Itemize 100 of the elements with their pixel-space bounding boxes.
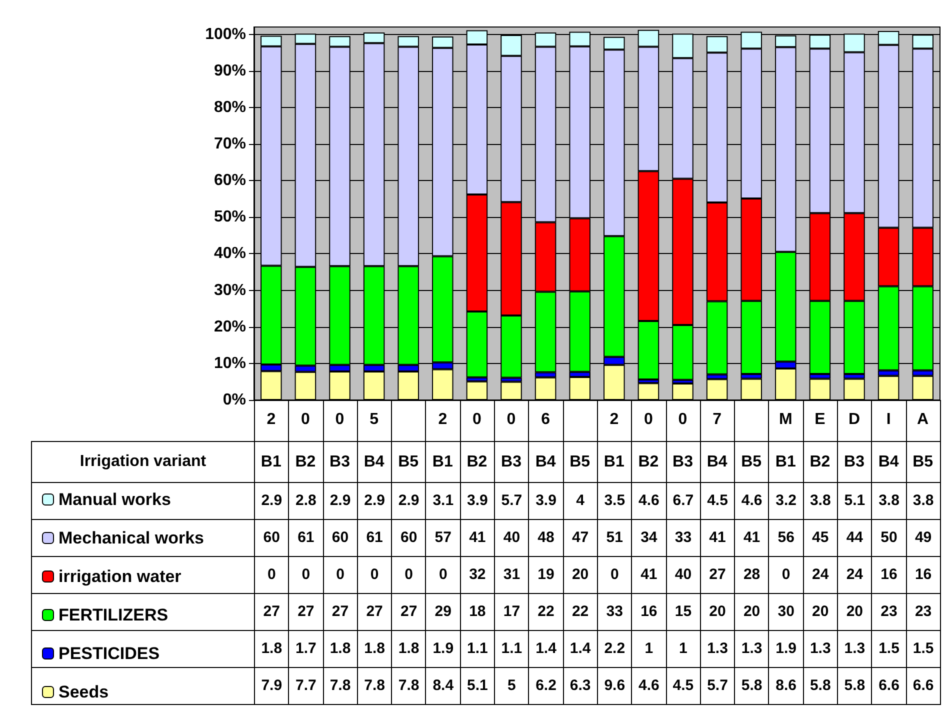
data-label: 61 — [288, 519, 324, 556]
data-label: 1 — [666, 630, 700, 667]
data-label: 1.5 — [872, 630, 906, 667]
data-label: 60 — [323, 519, 358, 556]
data-label: 1.7 — [288, 630, 324, 667]
legend-label: PESTICIDES — [58, 644, 160, 663]
text: 2 0 0 6 — [438, 411, 550, 428]
data-label: 3.5 — [597, 482, 632, 519]
data-label: 1 — [632, 630, 666, 667]
legend-label: Manual works — [58, 490, 171, 509]
data-label: 1.4 — [528, 630, 564, 667]
data-label: 1.8 — [254, 630, 289, 667]
data-label: 4.5 — [666, 667, 700, 704]
data-label: 5.7 — [700, 667, 735, 704]
x-tick-label: B2 — [638, 454, 659, 470]
data-label: 6.2 — [528, 667, 564, 704]
data-label: 27 — [700, 556, 735, 593]
data-label: 44 — [838, 519, 872, 556]
data-label: 47 — [563, 519, 598, 556]
data-label: 45 — [803, 519, 838, 556]
data-label: 57 — [426, 519, 460, 556]
data-label: 6.3 — [563, 667, 598, 704]
x-tick-label: B5 — [741, 454, 762, 470]
data-label: 49 — [906, 519, 940, 556]
data-label: 23 — [906, 593, 940, 630]
data-label: 1.3 — [734, 630, 769, 667]
text: 2 0 0 7 — [610, 411, 722, 428]
x-tick-label: B3 — [501, 454, 522, 470]
data-label: 27 — [357, 593, 392, 630]
data-label: 40 — [494, 519, 529, 556]
x-tick-label: B4 — [364, 454, 384, 470]
legend-label: FERTILIZERS — [58, 606, 168, 624]
data-label: 33 — [597, 593, 632, 630]
text: M E D I A — [778, 411, 929, 428]
data-label: 20 — [563, 556, 598, 593]
legend-label: irrigation water — [58, 567, 182, 586]
y-tick-label: 90% — [214, 62, 246, 80]
data-label: 8.4 — [426, 667, 460, 704]
data-label: 16 — [906, 556, 940, 593]
x-tick-label: B5 — [570, 454, 590, 470]
data-label: 1.8 — [323, 630, 358, 667]
data-label: 18 — [460, 593, 495, 630]
x-tick-label: B3 — [672, 454, 694, 470]
data-label: 3.8 — [872, 482, 906, 519]
x-tick-label: B1 — [604, 454, 624, 470]
data-label: 0 — [254, 556, 289, 593]
data-label: 1.4 — [563, 630, 598, 667]
data-label: 1.8 — [392, 630, 426, 667]
legend-label: Mechanical works — [58, 528, 204, 548]
data-label: 0 — [768, 556, 804, 593]
x-tick-label: B1 — [432, 454, 453, 470]
data-label: 7.8 — [357, 667, 392, 704]
data-label: 3.1 — [426, 482, 460, 519]
data-label: 24 — [838, 556, 872, 593]
data-label: 22 — [563, 593, 598, 630]
data-label: 1.5 — [906, 630, 940, 667]
data-label: 3.9 — [460, 482, 495, 519]
y-tick-label: 70% — [214, 136, 246, 153]
data-label: 19 — [528, 556, 564, 593]
x-tick-label: B5 — [398, 454, 419, 470]
data-label: 4.5 — [700, 482, 735, 519]
x-tick-label: B2 — [295, 454, 316, 470]
y-tick-label: 10% — [214, 354, 246, 372]
data-label: 2.2 — [597, 630, 632, 667]
data-label: 1.9 — [768, 630, 804, 667]
data-label: 27 — [254, 593, 289, 630]
data-label: 7.8 — [392, 667, 426, 704]
data-label: 27 — [323, 593, 358, 630]
data-label: 15 — [666, 593, 700, 630]
data-label: 3.8 — [803, 482, 838, 519]
data-label: 1.1 — [460, 630, 495, 667]
y-tick-label: 100% — [205, 26, 246, 43]
data-label: 7.9 — [254, 667, 289, 704]
data-label: 3.8 — [906, 482, 940, 519]
y-tick-label: 20% — [214, 318, 246, 336]
data-label: 0 — [392, 556, 426, 593]
data-label: 6.7 — [666, 482, 700, 519]
y-tick-label: 40% — [214, 245, 246, 262]
legend-label: Seeds — [58, 682, 109, 702]
data-label: 1.3 — [803, 630, 838, 667]
data-label: 2.9 — [323, 482, 358, 519]
data-label: 27 — [288, 593, 324, 630]
data-label: 17 — [494, 593, 529, 630]
data-label: 5.7 — [494, 482, 529, 519]
data-label: 0 — [357, 556, 392, 593]
x-tick-label: B1 — [775, 454, 796, 470]
data-label: 50 — [872, 519, 906, 556]
x-tick-label: B5 — [912, 454, 934, 470]
data-label: 3.2 — [768, 482, 804, 519]
data-label: 0 — [288, 556, 324, 593]
data-label: 60 — [254, 519, 289, 556]
data-label: 48 — [528, 519, 564, 556]
data-label: 33 — [666, 519, 700, 556]
x-tick-label: B3 — [844, 454, 865, 470]
data-label: 41 — [632, 556, 666, 593]
y-tick-label: 80% — [214, 98, 246, 116]
x-tick-label: B3 — [330, 454, 350, 470]
data-label: 60 — [392, 519, 426, 556]
data-label: 1.8 — [357, 630, 392, 667]
data-label: 2.9 — [392, 482, 426, 519]
